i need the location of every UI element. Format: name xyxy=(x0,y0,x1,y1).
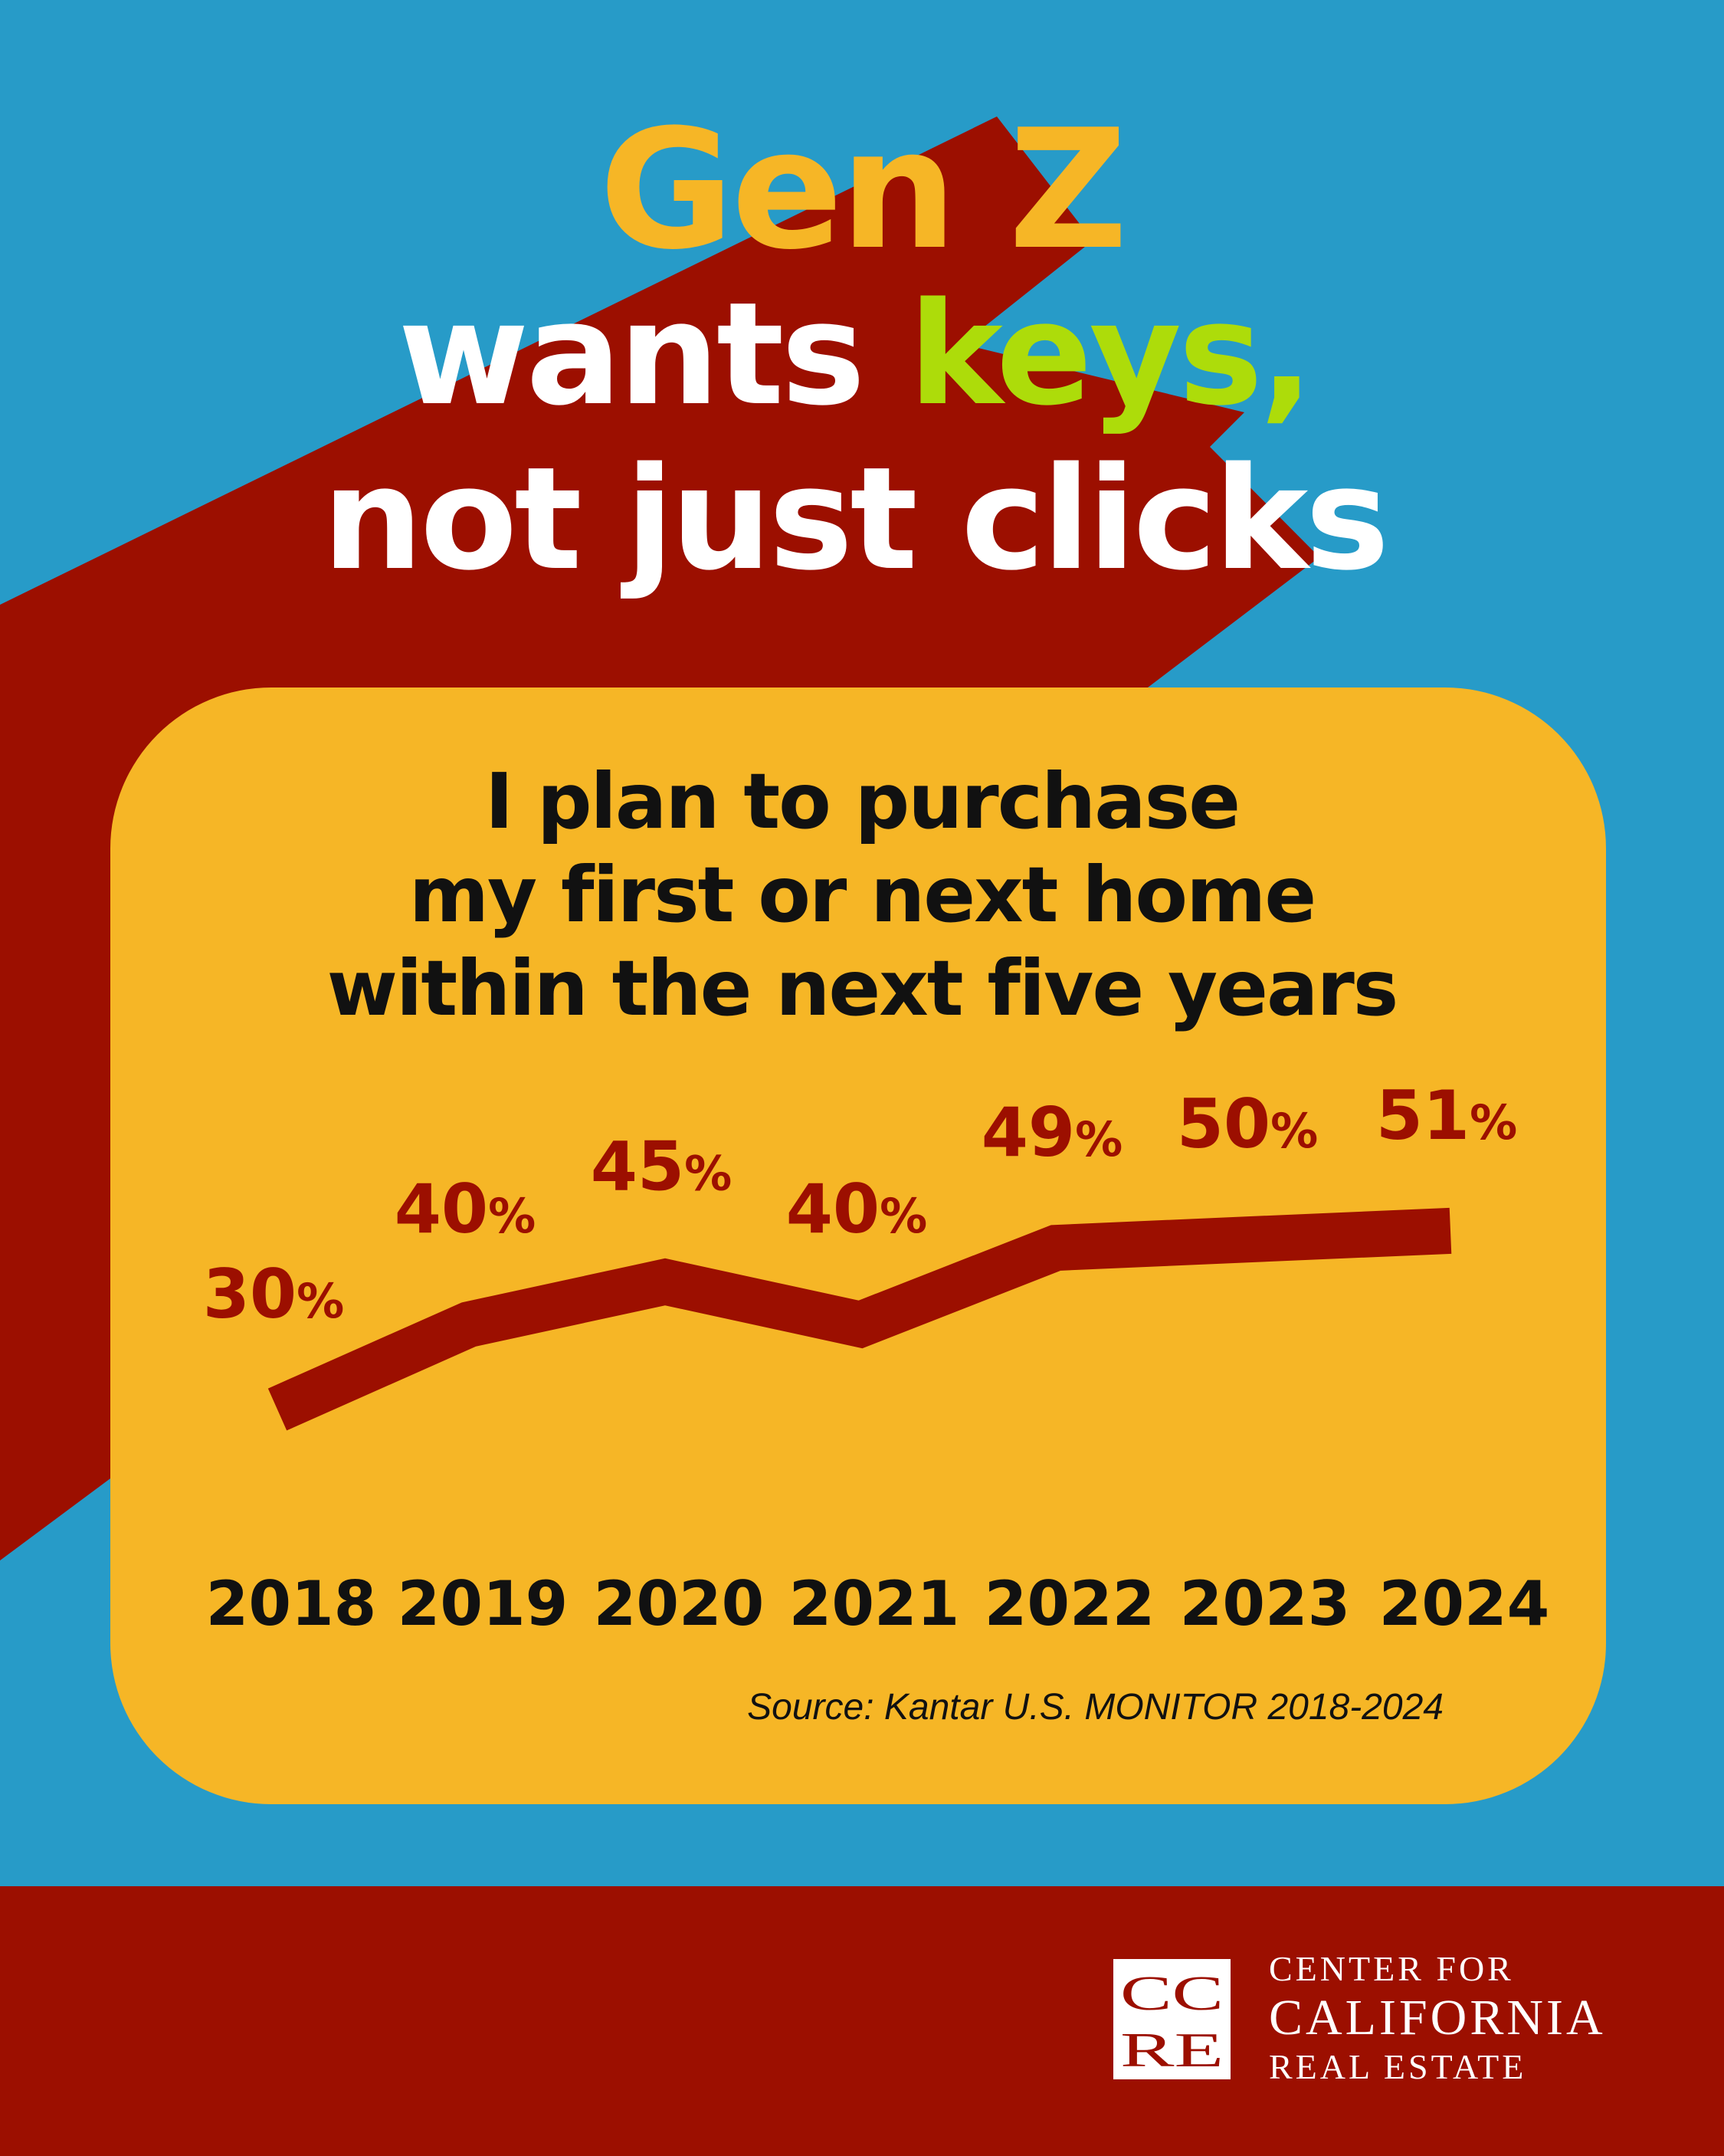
x-tick-label: 2018 xyxy=(206,1568,377,1639)
x-tick-label: 2021 xyxy=(789,1568,960,1639)
chart-title: I plan to purchase my first or next home… xyxy=(0,755,1724,1035)
logo-text-california: CALIFORNIA xyxy=(1269,1990,1606,2046)
x-tick-label: 2019 xyxy=(398,1568,569,1639)
chart-title-line: within the next five years xyxy=(326,943,1399,1033)
source-note: Source: Kantar U.S. MONITOR 2018-2024 xyxy=(747,1687,1444,1728)
series-line xyxy=(267,1207,1452,1431)
data-label: 50% xyxy=(1177,1085,1319,1163)
headline-line2: wants keys, xyxy=(0,284,1716,425)
x-tick-label: 2023 xyxy=(1180,1568,1351,1639)
ccre-logo-mark: CC RE xyxy=(1120,1966,1224,2077)
data-label: 45% xyxy=(591,1127,733,1206)
headline-keys: keys, xyxy=(908,271,1314,437)
data-label: 30% xyxy=(203,1255,345,1334)
x-tick-label: 2020 xyxy=(594,1568,765,1639)
chart-title-line: my first or next home xyxy=(408,850,1316,940)
headline-gen-z: Gen Z xyxy=(598,94,1128,286)
chart-title-line: I plan to purchase xyxy=(484,756,1241,846)
svg-text:RE: RE xyxy=(1120,2023,1224,2077)
footer-band xyxy=(0,1886,1724,2156)
svg-text:CC: CC xyxy=(1120,1966,1224,2020)
logo-text-center-for: CENTER FOR xyxy=(1269,1949,1514,1988)
headline-wants: wants xyxy=(398,271,909,437)
data-label: 40% xyxy=(786,1170,928,1249)
data-label: 40% xyxy=(395,1170,536,1249)
x-tick-label: 2024 xyxy=(1379,1568,1550,1639)
data-label: 49% xyxy=(982,1093,1123,1172)
headline-line3: not just clicks xyxy=(322,436,1389,602)
logo-text-real-estate: REAL ESTATE xyxy=(1269,2047,1527,2086)
x-tick-label: 2022 xyxy=(985,1568,1155,1639)
ccre-logo: CC RE xyxy=(1113,1959,1231,2079)
data-label: 51% xyxy=(1376,1076,1518,1155)
